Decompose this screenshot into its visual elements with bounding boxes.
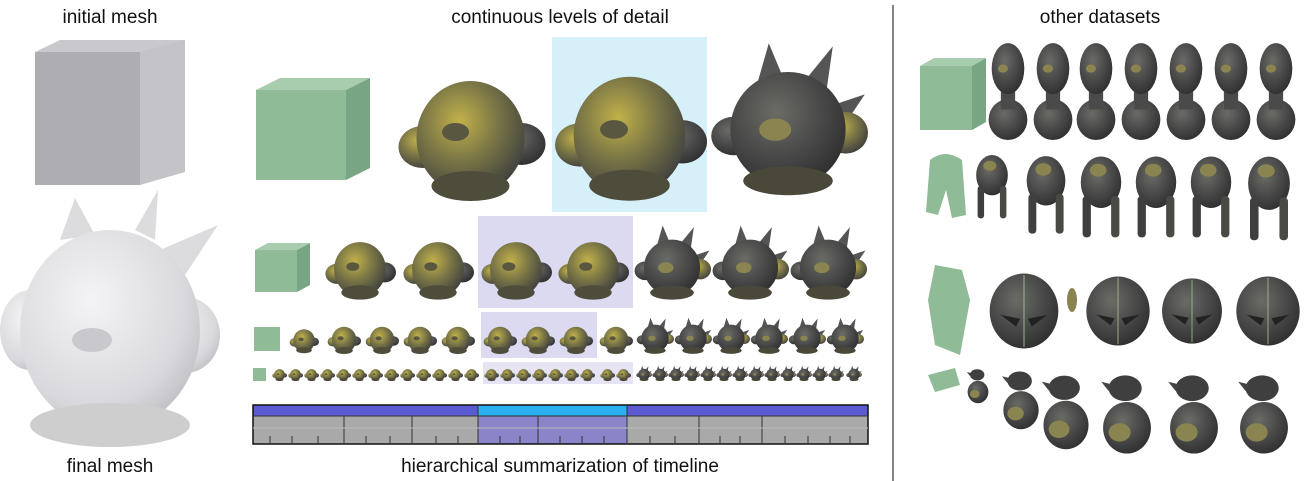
label-lod: continuous levels of detail — [451, 7, 669, 28]
head — [711, 43, 868, 195]
label-timeline: hierarchical summarization of timeline — [401, 456, 719, 477]
head — [713, 226, 789, 300]
head — [827, 318, 864, 354]
head — [713, 318, 750, 354]
helmets — [928, 265, 1300, 355]
page: initial mesh final mesh continuous level… — [0, 0, 1308, 481]
gorillas — [926, 154, 1290, 240]
busts — [920, 43, 1295, 140]
head — [600, 327, 633, 354]
head — [403, 242, 474, 300]
green-cube — [254, 327, 280, 351]
green-cube — [255, 243, 310, 292]
head — [404, 327, 437, 354]
dragons — [928, 368, 1288, 454]
initial-cube — [35, 40, 185, 185]
head — [791, 226, 867, 300]
timeline — [253, 405, 868, 444]
label-other-datasets: other datasets — [1040, 7, 1160, 28]
head — [675, 318, 712, 354]
label-final-mesh: final mesh — [67, 456, 154, 477]
final-mesh — [0, 190, 220, 447]
head — [637, 318, 674, 354]
head — [290, 329, 319, 353]
green-cube — [256, 78, 370, 180]
head — [328, 327, 361, 354]
head — [789, 318, 826, 354]
head — [325, 242, 396, 300]
head — [399, 81, 546, 201]
label-initial-mesh: initial mesh — [62, 7, 157, 28]
head — [442, 327, 475, 354]
head — [751, 318, 788, 354]
head — [366, 327, 399, 354]
head — [635, 226, 711, 300]
figure: initial mesh final mesh continuous level… — [0, 0, 1308, 481]
